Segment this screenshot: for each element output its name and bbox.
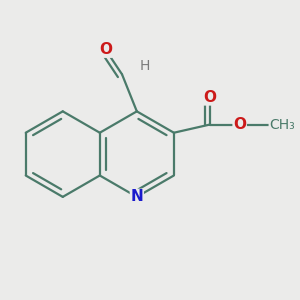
- Text: CH₃: CH₃: [269, 118, 295, 131]
- Text: H: H: [140, 59, 150, 73]
- Text: N: N: [130, 189, 143, 204]
- Text: O: O: [203, 90, 217, 105]
- Text: O: O: [233, 117, 246, 132]
- Text: O: O: [99, 42, 112, 57]
